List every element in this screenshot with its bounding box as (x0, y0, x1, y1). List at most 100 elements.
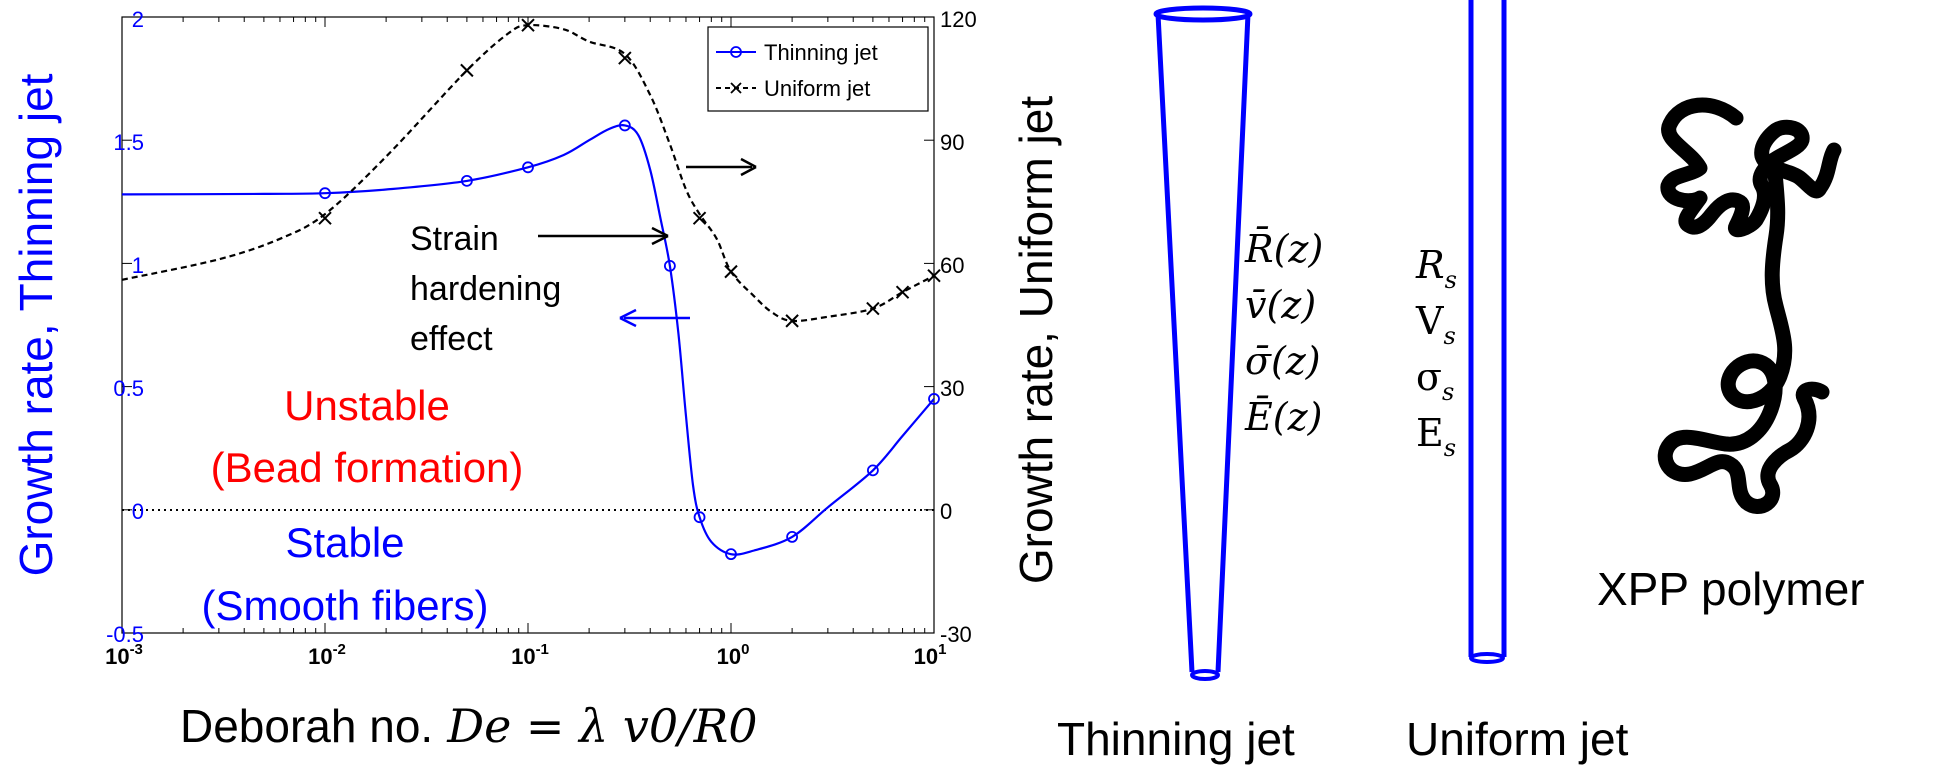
x-tick-exponent: -1 (536, 641, 549, 658)
thinning-jet-variables: R̄(z) v̄(z) σ̄(z) Ē(z) (1244, 227, 1323, 439)
right-tick-label: 0 (940, 499, 952, 524)
strain-text-line: Strain (410, 220, 499, 258)
left-tick-label: 1.5 (113, 130, 144, 155)
right-tick-label: 120 (940, 7, 977, 32)
data-point-thinning (786, 531, 799, 543)
legend-box (707, 26, 929, 112)
x-tick-label: 10-2 (308, 641, 346, 669)
uniform-var-sub: s (1442, 378, 1454, 406)
x-axis-title: Deborah no. De = λ v0/R0 (180, 699, 758, 753)
left-arrow-head (619, 308, 637, 328)
strain-text-line: hardening (410, 270, 561, 308)
data-point-thinning (319, 187, 331, 200)
data-point-thinning (866, 464, 879, 477)
data-point-thinning (693, 511, 706, 524)
x-tick-base: 10 (914, 644, 938, 669)
stable-label: Stable (285, 519, 404, 566)
uniform-jet-shape (1468, 0, 1507, 664)
left-tick-label: 2 (132, 7, 144, 32)
uniform-var-base: E (1416, 411, 1444, 455)
uniform-jet-label: Uniform jet (1406, 713, 1629, 765)
x-axis-title-math: De = λ v0/R0 (446, 699, 757, 753)
data-point-thinning (522, 161, 534, 174)
data-point-uniform (927, 269, 941, 283)
x-tick-label: 100 (717, 641, 750, 669)
right-arrow-head (740, 157, 757, 177)
legend-entry-thinning: Thinning jet (716, 40, 878, 65)
legend-entry-uniform: Uniform jet (716, 76, 870, 101)
data-point-uniform (521, 18, 535, 32)
growth-rate-chart: 2 1.5 1 0.5 0 -0.5 120 90 60 30 0 -30 10… (10, 7, 1062, 753)
right-tick-label: 30 (940, 376, 964, 401)
thinning-var-radius: R̄(z) (1244, 227, 1323, 271)
thinning-jet-bottom-ellipse (1190, 669, 1220, 681)
uniform-var-sub: s (1443, 322, 1455, 350)
x-tick-label: 101 (914, 641, 947, 669)
legend-label-uniform: Uniform jet (764, 76, 870, 101)
x-tick-label: 10-3 (105, 641, 143, 669)
uniform-var-sub: s (1445, 266, 1457, 294)
left-tick-label: -0.5 (106, 622, 144, 647)
polymer-label: XPP polymer (1597, 563, 1865, 615)
axis-ticks (121, 16, 935, 634)
right-axis-tick-labels: 120 90 60 30 0 -30 (940, 7, 977, 647)
data-point-thinning (618, 119, 631, 132)
strain-text-line: effect (410, 320, 493, 358)
thinning-var-velocity: v̄(z) (1245, 283, 1316, 327)
thinning-jet-top-ellipse (1153, 5, 1253, 23)
data-point-uniform (724, 264, 738, 279)
data-point-thinning (928, 393, 940, 405)
data-point-uniform (866, 301, 880, 316)
data-point-uniform (460, 63, 474, 78)
x-axis-title-text: Deborah no. (180, 700, 433, 752)
uniform-jet-variables: Rs Vs σs Es (1415, 243, 1457, 462)
data-point-thinning (725, 548, 737, 561)
uniform-var-stress: σs (1416, 355, 1454, 406)
left-tick-label: 1 (132, 253, 144, 278)
left-axis-title: Growth rate, Thinning jet (10, 73, 62, 576)
uniform-var-velocity: Vs (1415, 299, 1456, 350)
left-tick-label: 0 (132, 499, 144, 524)
unstable-label: Unstable (284, 382, 450, 429)
stable-sublabel: (Smooth fibers) (201, 582, 488, 629)
legend-marker-circle (730, 46, 742, 58)
x-tick-base: 10 (105, 644, 129, 669)
x-tick-base: 10 (717, 644, 741, 669)
xpp-polymer-chain-icon (1657, 97, 1842, 514)
x-tick-exponent: -3 (130, 641, 143, 658)
polymer-chain-top-loop (1754, 119, 1842, 199)
thinning-jet-label: Thinning jet (1057, 713, 1295, 765)
x-tick-exponent: -2 (333, 641, 346, 658)
polymer-chain-bottom (1657, 381, 1830, 514)
legend: Thinning jet Uniform jet (707, 26, 929, 112)
legend-label-thinning: Thinning jet (764, 40, 878, 65)
uniform-var-base: V (1415, 299, 1444, 343)
right-axis-pointer-arrow (686, 157, 757, 177)
left-tick-label: 0.5 (113, 376, 144, 401)
strain-arrow-head (651, 226, 669, 246)
thinning-var-stress: σ̄(z) (1245, 339, 1321, 383)
x-axis-tick-labels: 10-3 10-2 10-1 100 101 (105, 641, 946, 669)
stable-annotation: Stable (Smooth fibers) (201, 519, 488, 629)
right-axis-title: Growth rate, Uniform jet (1010, 96, 1062, 584)
unstable-sublabel: (Bead formation) (211, 444, 524, 491)
x-tick-exponent: 1 (938, 641, 946, 658)
polymer-chain-middle (1718, 152, 1793, 452)
data-point-thinning (460, 174, 473, 187)
data-point-uniform (895, 285, 910, 299)
jet-diagram: R̄(z) v̄(z) σ̄(z) Ē(z) Rs Vs σs Es Thinn… (1057, 0, 1865, 765)
left-axis-pointer-arrow (619, 308, 690, 328)
x-tick-label: 10-1 (511, 641, 549, 669)
right-tick-label: -30 (940, 622, 972, 647)
unstable-annotation: Unstable (Bead formation) (211, 382, 524, 491)
uniform-jet-bottom-ellipse (1469, 652, 1505, 664)
data-point-uniform (618, 51, 632, 65)
data-point-uniform (318, 211, 332, 225)
uniform-var-field: Es (1416, 411, 1456, 462)
thinning-var-field: Ē(z) (1244, 395, 1322, 439)
data-point-thinning (663, 259, 676, 272)
x-tick-base: 10 (308, 644, 332, 669)
x-tick-exponent: 0 (741, 641, 749, 658)
thinning-jet-body (1155, 13, 1251, 673)
